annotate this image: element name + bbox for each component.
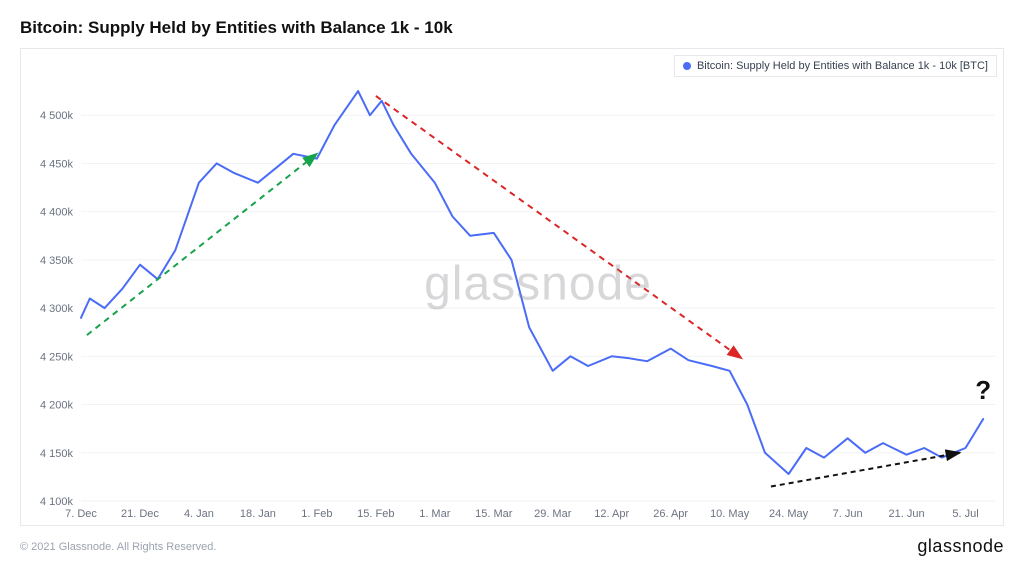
- svg-text:1. Feb: 1. Feb: [301, 508, 332, 520]
- svg-text:4 450k: 4 450k: [40, 158, 74, 170]
- svg-text:7. Dec: 7. Dec: [65, 508, 97, 520]
- svg-text:15. Feb: 15. Feb: [357, 508, 394, 520]
- plot-area: 4 100k4 150k4 200k4 250k4 300k4 350k4 40…: [81, 67, 995, 501]
- svg-text:4 250k: 4 250k: [40, 351, 74, 363]
- svg-text:21. Jun: 21. Jun: [889, 508, 925, 520]
- question-mark: ?: [975, 375, 991, 406]
- svg-text:4 150k: 4 150k: [40, 448, 74, 460]
- svg-text:5. Jul: 5. Jul: [952, 508, 978, 520]
- chart-title: Bitcoin: Supply Held by Entities with Ba…: [20, 18, 1004, 38]
- footer: © 2021 Glassnode. All Rights Reserved. g…: [20, 536, 1004, 557]
- svg-text:10. May: 10. May: [710, 508, 750, 520]
- svg-text:4. Jan: 4. Jan: [184, 508, 214, 520]
- chart-container: Bitcoin: Supply Held by Entities with Ba…: [0, 0, 1024, 576]
- chart-box: Bitcoin: Supply Held by Entities with Ba…: [20, 48, 1004, 526]
- svg-text:7. Jun: 7. Jun: [833, 508, 863, 520]
- copyright: © 2021 Glassnode. All Rights Reserved.: [20, 541, 216, 553]
- brand-logo: glassnode: [917, 536, 1004, 557]
- svg-text:26. Apr: 26. Apr: [653, 508, 688, 520]
- svg-text:15. Mar: 15. Mar: [475, 508, 513, 520]
- svg-text:4 400k: 4 400k: [40, 207, 74, 219]
- svg-text:4 350k: 4 350k: [40, 255, 74, 267]
- svg-text:4 100k: 4 100k: [40, 496, 74, 508]
- svg-text:4 200k: 4 200k: [40, 400, 74, 412]
- svg-text:12. Apr: 12. Apr: [594, 508, 629, 520]
- svg-text:21. Dec: 21. Dec: [121, 508, 159, 520]
- svg-text:4 500k: 4 500k: [40, 110, 74, 122]
- plot-svg: 4 100k4 150k4 200k4 250k4 300k4 350k4 40…: [81, 67, 995, 501]
- svg-text:4 300k: 4 300k: [40, 303, 74, 315]
- svg-text:18. Jan: 18. Jan: [240, 508, 276, 520]
- svg-text:1. Mar: 1. Mar: [419, 508, 451, 520]
- svg-text:29. Mar: 29. Mar: [534, 508, 572, 520]
- svg-text:24. May: 24. May: [769, 508, 809, 520]
